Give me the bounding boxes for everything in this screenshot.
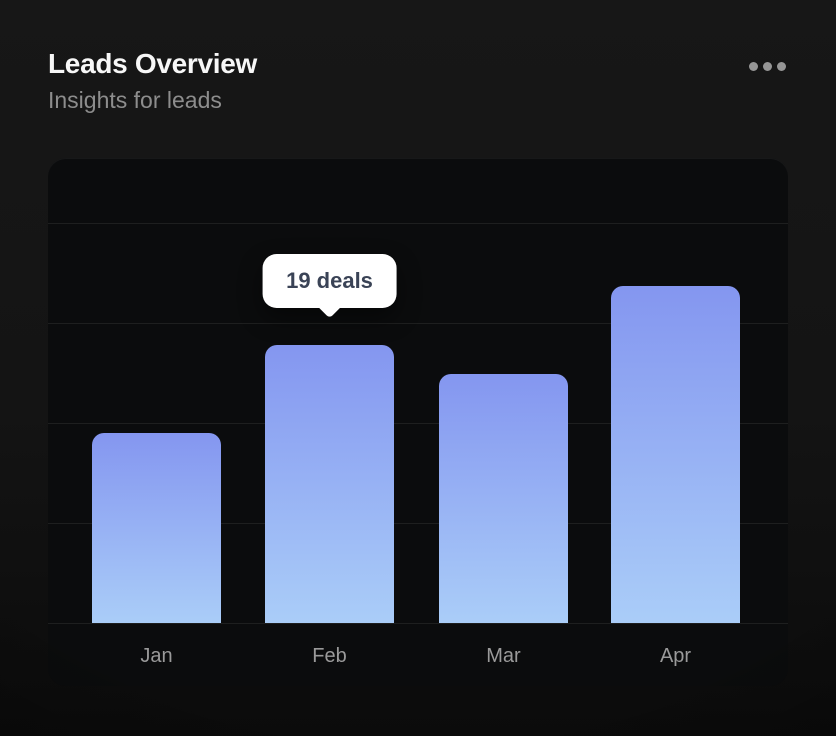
more-options-button[interactable] xyxy=(747,52,788,81)
x-axis-label-feb: Feb xyxy=(312,645,347,667)
x-axis-label-apr: Apr xyxy=(659,645,692,667)
ellipsis-dot-icon xyxy=(777,62,786,71)
page-subtitle: Insights for leads xyxy=(48,87,222,114)
tooltip-label: 19 deals xyxy=(286,268,373,293)
card-header: Leads Overview Insights for leads xyxy=(48,48,788,113)
ellipsis-dot-icon xyxy=(763,62,772,71)
card-header-text: Leads Overview Insights for leads xyxy=(48,48,257,113)
bar-feb[interactable] xyxy=(265,345,394,623)
tooltip-arrow xyxy=(318,295,341,319)
x-axis-label-jan: Jan xyxy=(140,645,173,667)
gridline xyxy=(48,623,788,624)
ellipsis-dot-icon xyxy=(749,62,758,71)
x-axis-label-mar: Mar xyxy=(486,645,521,667)
page-title: Leads Overview xyxy=(48,48,258,79)
tooltip: 19 deals xyxy=(262,254,397,319)
bar-jan[interactable] xyxy=(92,433,221,623)
bar-mar[interactable] xyxy=(439,374,568,623)
bar-chart: 19 deals Jan Feb Mar Apr xyxy=(48,158,788,686)
gridline xyxy=(48,223,788,224)
bar-apr[interactable] xyxy=(611,286,740,623)
